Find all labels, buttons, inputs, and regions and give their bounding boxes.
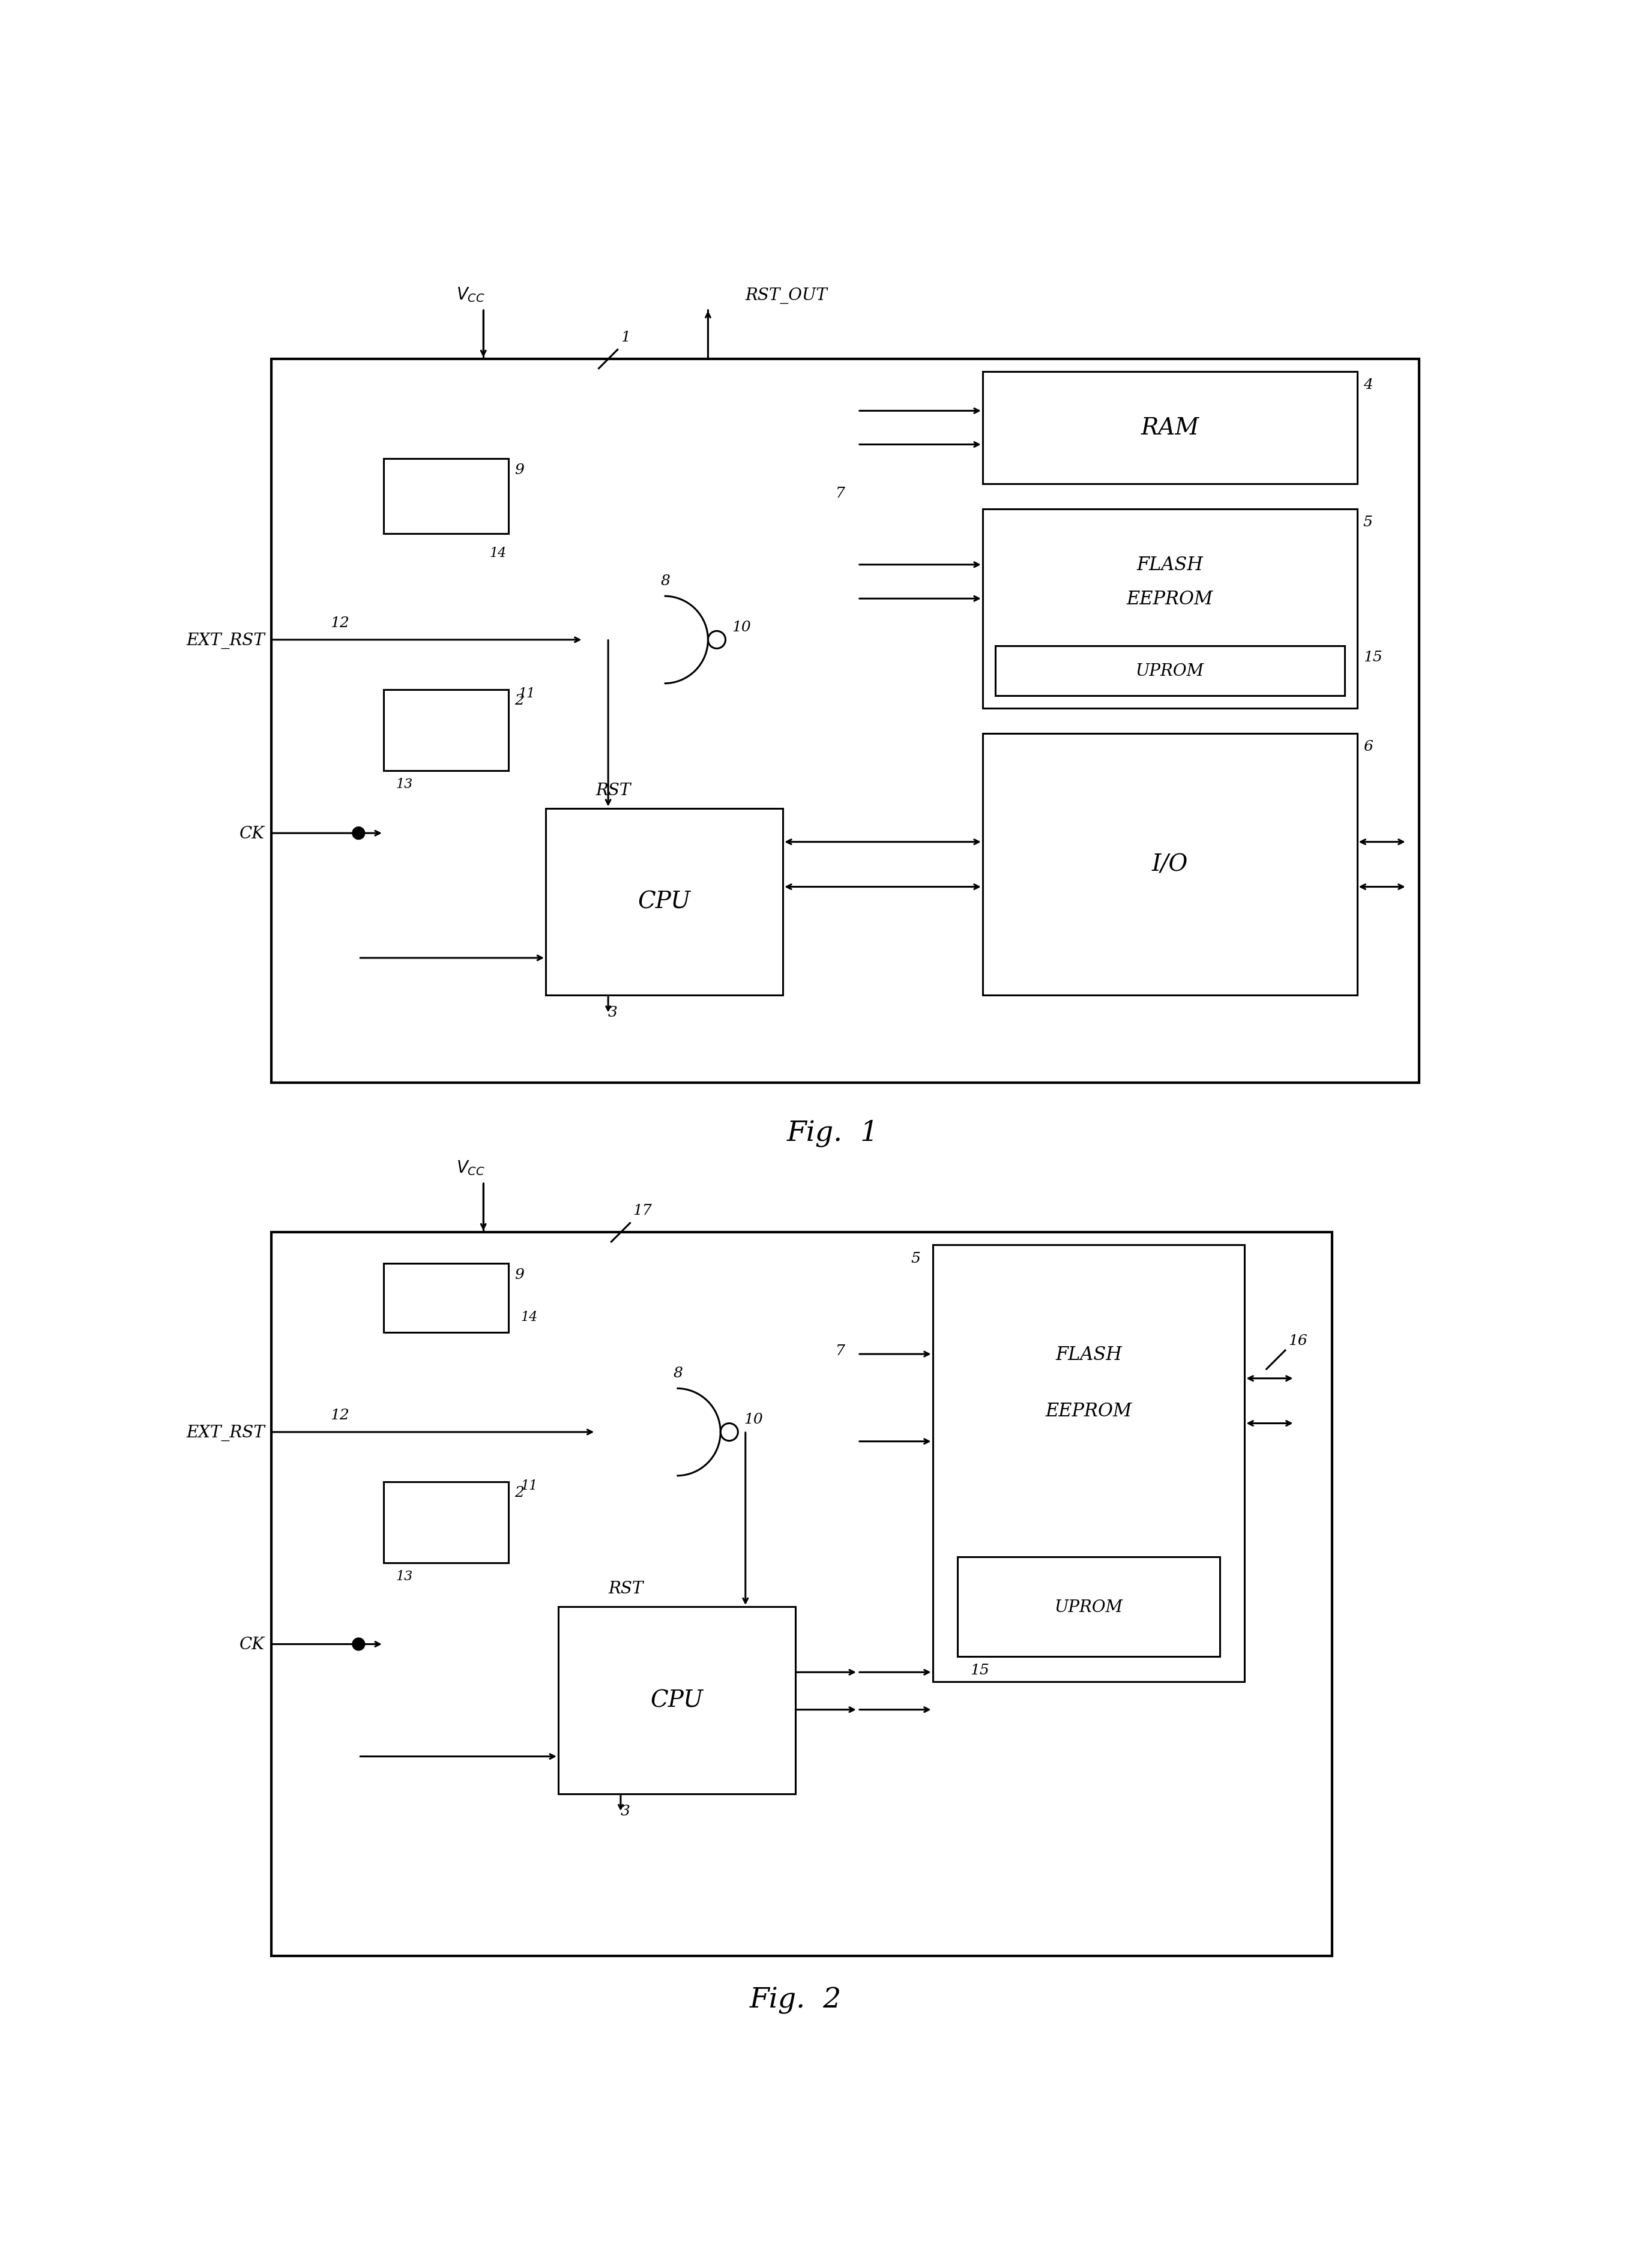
- Text: FLASH: FLASH: [1136, 556, 1202, 574]
- Text: Fig.  1: Fig. 1: [786, 1118, 879, 1148]
- Bar: [983, 510, 1357, 710]
- Text: 6: 6: [1363, 739, 1373, 753]
- Text: CPU: CPU: [639, 891, 691, 914]
- Text: 5: 5: [1363, 515, 1373, 528]
- Text: 8: 8: [661, 574, 670, 587]
- Circle shape: [353, 1637, 364, 1651]
- Text: 9: 9: [515, 1268, 525, 1281]
- Text: 13: 13: [396, 1569, 413, 1583]
- Text: 4: 4: [1363, 379, 1373, 392]
- Text: 13: 13: [396, 778, 413, 792]
- Text: EEPROM: EEPROM: [1126, 590, 1214, 608]
- Text: 12: 12: [330, 1408, 349, 1422]
- Text: CK: CK: [240, 826, 265, 841]
- Text: 11: 11: [520, 1479, 538, 1492]
- Bar: [384, 1483, 509, 1563]
- Text: I/O: I/O: [1152, 853, 1188, 875]
- Text: UPROM: UPROM: [1136, 662, 1204, 680]
- Text: Fig.  2: Fig. 2: [749, 1987, 842, 2014]
- Text: 3: 3: [608, 1005, 618, 1018]
- Text: EEPROM: EEPROM: [1045, 1402, 1133, 1420]
- Text: 2: 2: [515, 1486, 525, 1499]
- Text: 8: 8: [673, 1365, 682, 1379]
- Text: 15: 15: [970, 1662, 990, 1676]
- Text: EXT_RST: EXT_RST: [187, 633, 265, 649]
- Text: 2: 2: [515, 694, 525, 708]
- Text: 11: 11: [518, 687, 535, 701]
- Text: 10: 10: [731, 619, 751, 633]
- Bar: [271, 358, 1419, 1082]
- Text: $V_{CC}$: $V_{CC}$: [457, 1159, 486, 1177]
- Text: 15: 15: [1363, 651, 1383, 665]
- Text: RAM: RAM: [1141, 417, 1199, 440]
- Text: 10: 10: [744, 1413, 764, 1427]
- Bar: [384, 1263, 509, 1331]
- Bar: [994, 646, 1344, 696]
- Text: CK: CK: [240, 1635, 265, 1653]
- Bar: [384, 689, 509, 771]
- Text: RST: RST: [596, 782, 630, 798]
- Text: RST_OUT: RST_OUT: [746, 288, 827, 304]
- Text: 12: 12: [330, 617, 349, 631]
- Bar: [384, 460, 509, 535]
- Bar: [983, 733, 1357, 996]
- Text: FLASH: FLASH: [1055, 1345, 1121, 1363]
- Text: 14: 14: [520, 1311, 538, 1325]
- Text: 1: 1: [621, 331, 630, 345]
- Text: 3: 3: [621, 1803, 630, 1817]
- Text: RST: RST: [608, 1581, 644, 1597]
- Text: 7: 7: [835, 1345, 845, 1359]
- Text: $V_{CC}$: $V_{CC}$: [457, 286, 486, 304]
- Text: 7: 7: [835, 488, 845, 501]
- Text: CPU: CPU: [650, 1690, 704, 1712]
- Text: 14: 14: [489, 547, 507, 560]
- Bar: [559, 1606, 795, 1794]
- Text: 17: 17: [634, 1204, 652, 1218]
- Text: 9: 9: [515, 463, 525, 476]
- Circle shape: [353, 828, 364, 839]
- Text: EXT_RST: EXT_RST: [187, 1424, 265, 1440]
- Text: 16: 16: [1289, 1334, 1308, 1347]
- Bar: [957, 1558, 1220, 1656]
- Bar: [546, 810, 783, 996]
- Text: 5: 5: [910, 1252, 920, 1266]
- Bar: [933, 1245, 1245, 1683]
- Bar: [983, 372, 1357, 485]
- Bar: [271, 1234, 1332, 1955]
- Text: UPROM: UPROM: [1055, 1599, 1123, 1615]
